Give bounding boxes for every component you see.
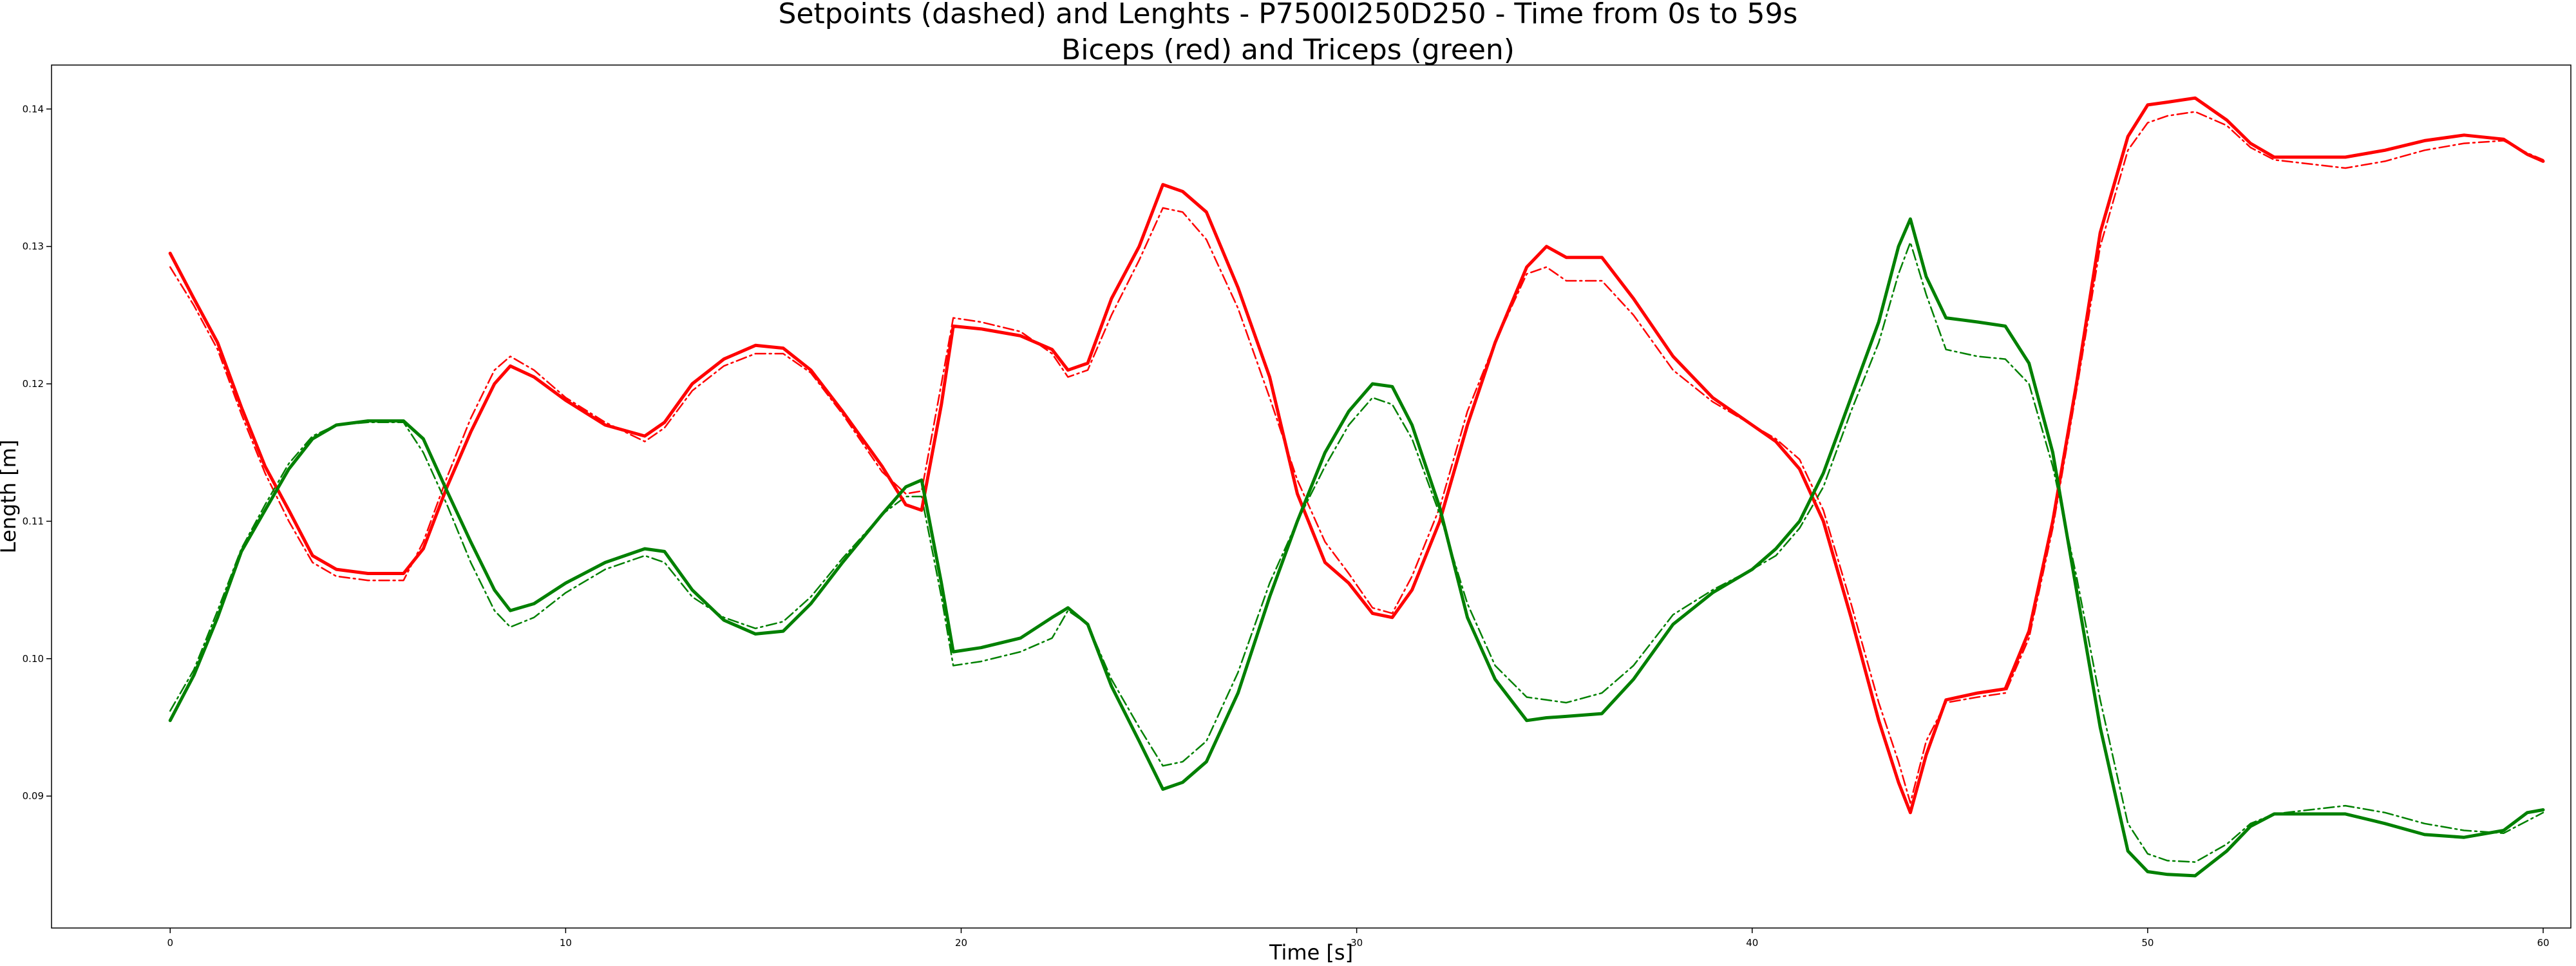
triceps-setpoint-line bbox=[169, 242, 2544, 863]
x-tick-label: 50 bbox=[2141, 937, 2154, 949]
x-axis: 0 10 20 30 40 50 60 bbox=[167, 928, 2550, 949]
y-tick-label: 0.09 bbox=[23, 790, 44, 802]
biceps-setpoint-line bbox=[169, 111, 2544, 804]
plot-frame bbox=[51, 64, 2571, 929]
x-tick-label: 10 bbox=[560, 937, 572, 949]
x-tick-label: 0 bbox=[167, 937, 173, 949]
chart-subtitle: Biceps (red) and Triceps (green) bbox=[1061, 33, 1515, 66]
y-tick-label: 0.10 bbox=[23, 653, 44, 665]
x-axis-label: Time [s] bbox=[1269, 940, 1353, 965]
triceps-length-line bbox=[168, 217, 2545, 878]
y-tick-label: 0.12 bbox=[23, 378, 44, 390]
y-tick-label: 0.11 bbox=[23, 515, 44, 527]
x-tick-label: 30 bbox=[1350, 937, 1363, 949]
y-tick-label: 0.13 bbox=[23, 241, 44, 252]
y-axis-label: Length [m] bbox=[0, 440, 21, 554]
x-tick-label: 20 bbox=[955, 937, 967, 949]
chart-title: Setpoints (dashed) and Lenghts - P7500I2… bbox=[779, 0, 1798, 30]
x-tick-label: 40 bbox=[1746, 937, 1758, 949]
x-tick-label: 60 bbox=[2537, 937, 2549, 949]
series-layer bbox=[168, 96, 2545, 878]
biceps-length-line bbox=[168, 96, 2545, 815]
y-tick-label: 0.14 bbox=[23, 103, 44, 115]
y-axis: 0.09 0.10 0.11 0.12 0.13 0.14 bbox=[23, 103, 52, 802]
